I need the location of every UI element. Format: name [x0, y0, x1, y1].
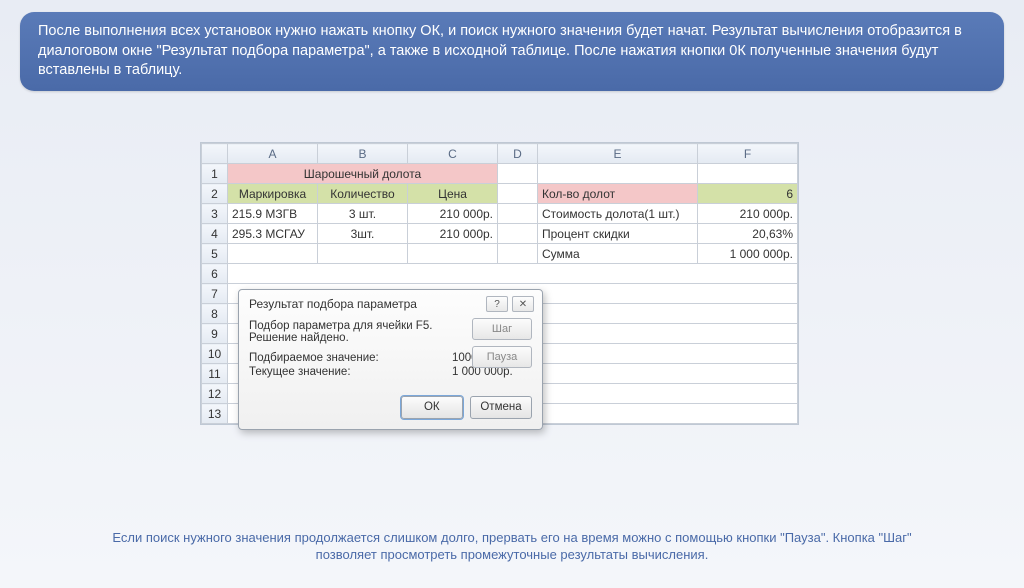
col-header-A[interactable]: A — [228, 144, 318, 164]
cell-E2[interactable]: Кол-во долот — [538, 184, 698, 204]
cell-F2[interactable]: 6 — [698, 184, 798, 204]
cell-B4[interactable]: 3шт. — [318, 224, 408, 244]
row-header-8[interactable]: 8 — [202, 304, 228, 324]
ok-button[interactable]: ОК — [401, 396, 463, 419]
cell-F3[interactable]: 210 000р. — [698, 204, 798, 224]
cell-E4[interactable]: Процент скидки — [538, 224, 698, 244]
row-header-7[interactable]: 7 — [202, 284, 228, 304]
row-header-9[interactable]: 9 — [202, 324, 228, 344]
banner-text: После выполнения всех установок нужно на… — [38, 23, 962, 78]
col-header-B[interactable]: B — [318, 144, 408, 164]
cell-B5[interactable] — [318, 244, 408, 264]
row-header-11[interactable]: 11 — [202, 364, 228, 384]
cell-F1[interactable] — [698, 164, 798, 184]
step-button[interactable]: Шаг — [472, 318, 532, 340]
cell-F5[interactable]: 1 000 000р. — [698, 244, 798, 264]
cell-C3[interactable]: 210 000р. — [408, 204, 498, 224]
cell-A5[interactable] — [228, 244, 318, 264]
row-header-4[interactable]: 4 — [202, 224, 228, 244]
row-header-1[interactable]: 1 — [202, 164, 228, 184]
goal-seek-result-dialog: Результат подбора параметра ? ✕ Шаг Пауз… — [238, 289, 543, 430]
footer-note: Если поиск нужного значения продолжается… — [0, 529, 1024, 564]
close-icon[interactable]: ✕ — [512, 296, 534, 312]
cell-F4[interactable]: 20,63% — [698, 224, 798, 244]
dialog-titlebar[interactable]: Результат подбора параметра ? ✕ — [239, 290, 542, 316]
cell-A4[interactable]: 295.3 МСГАУ — [228, 224, 318, 244]
cell-B3[interactable]: 3 шт. — [318, 204, 408, 224]
cell-A1[interactable]: Шарошечный долота — [228, 164, 498, 184]
current-label: Текущее значение: — [249, 366, 452, 378]
cell-C4[interactable]: 210 000р. — [408, 224, 498, 244]
row-header-10[interactable]: 10 — [202, 344, 228, 364]
col-header-F[interactable]: F — [698, 144, 798, 164]
row-header-12[interactable]: 12 — [202, 384, 228, 404]
cancel-button[interactable]: Отмена — [470, 396, 532, 419]
row-header-6[interactable]: 6 — [202, 264, 228, 284]
cell-E3[interactable]: Стоимость долота(1 шт.) — [538, 204, 698, 224]
cell-D4[interactable] — [498, 224, 538, 244]
cell-D5[interactable] — [498, 244, 538, 264]
cell-A3[interactable]: 215.9 МЗГВ — [228, 204, 318, 224]
target-label: Подбираемое значение: — [249, 352, 452, 364]
dialog-title: Результат подбора параметра — [249, 297, 486, 311]
col-header-D[interactable]: D — [498, 144, 538, 164]
row-header-5[interactable]: 5 — [202, 244, 228, 264]
col-header-E[interactable]: E — [538, 144, 698, 164]
footer-text: Если поиск нужного значения продолжается… — [112, 530, 911, 563]
cell-C5[interactable] — [408, 244, 498, 264]
cell-D3[interactable] — [498, 204, 538, 224]
pause-button[interactable]: Пауза — [472, 346, 532, 368]
row-6[interactable] — [228, 264, 798, 284]
cell-D1[interactable] — [498, 164, 538, 184]
cell-E5[interactable]: Сумма — [538, 244, 698, 264]
col-header-C[interactable]: C — [408, 144, 498, 164]
info-banner: После выполнения всех установок нужно на… — [20, 12, 1004, 91]
help-icon[interactable]: ? — [486, 296, 508, 312]
cell-D2[interactable] — [498, 184, 538, 204]
row-header-13[interactable]: 13 — [202, 404, 228, 424]
select-all-corner[interactable] — [202, 144, 228, 164]
cell-A2[interactable]: Маркировка — [228, 184, 318, 204]
cell-B2[interactable]: Количество — [318, 184, 408, 204]
cell-E1[interactable] — [538, 164, 698, 184]
cell-C2[interactable]: Цена — [408, 184, 498, 204]
row-header-2[interactable]: 2 — [202, 184, 228, 204]
row-header-3[interactable]: 3 — [202, 204, 228, 224]
